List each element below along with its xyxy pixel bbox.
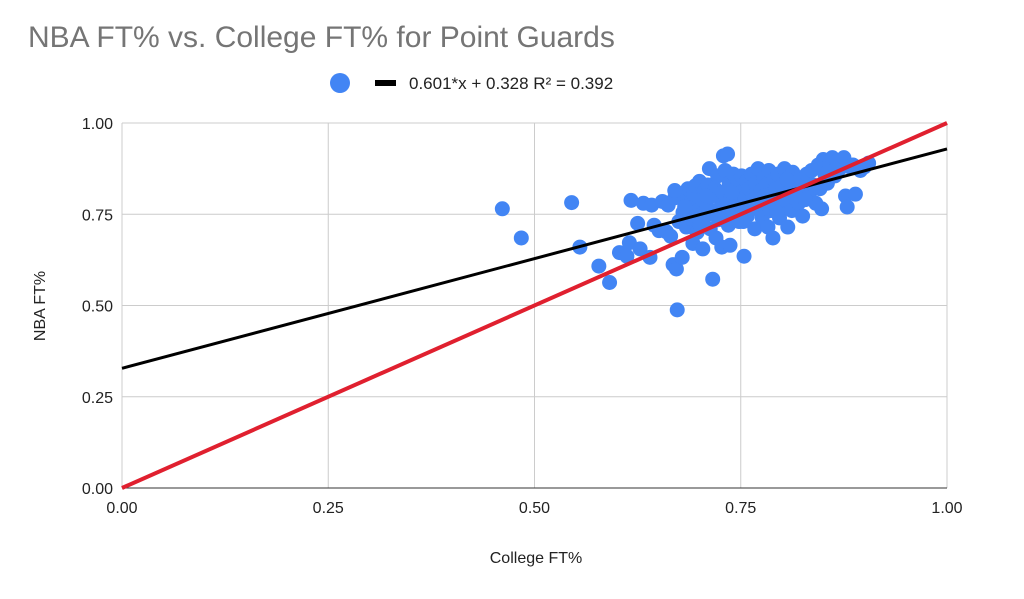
- data-point: [619, 248, 635, 264]
- x-tick-label: 0.25: [313, 500, 344, 517]
- y-tick-label: 0.00: [82, 481, 113, 498]
- data-point: [663, 228, 679, 244]
- data-point: [747, 221, 763, 237]
- y-tick-label: 0.25: [82, 390, 113, 407]
- data-point: [695, 241, 711, 257]
- data-point: [779, 172, 795, 188]
- data-point: [780, 219, 796, 235]
- legend-trendline-label: 0.601*x + 0.328 R² = 0.392: [409, 74, 613, 93]
- data-point: [720, 146, 736, 162]
- reference-line: [121, 121, 948, 490]
- data-point: [735, 214, 751, 230]
- y-axis-label: NBA FT%: [32, 271, 49, 341]
- data-point: [814, 201, 830, 217]
- x-tick-label: 0.50: [519, 500, 550, 517]
- y-tick-label: 0.75: [82, 207, 113, 224]
- data-point: [591, 258, 607, 274]
- data-point: [667, 183, 683, 199]
- x-axis-ticks: 0.00 0.25 0.50 0.75 1.00: [106, 500, 962, 517]
- data-point: [839, 199, 855, 215]
- data-point: [769, 204, 785, 220]
- data-point: [698, 188, 714, 204]
- data-point: [736, 248, 752, 264]
- data-point: [795, 208, 811, 224]
- x-tick-label: 1.00: [931, 500, 962, 517]
- legend-marker-points: [330, 73, 350, 93]
- data-point: [677, 199, 693, 215]
- data-point: [623, 192, 639, 208]
- x-axis-label: College FT%: [490, 550, 582, 567]
- data-point: [765, 230, 781, 246]
- data-point: [632, 241, 648, 257]
- x-tick-label: 0.75: [725, 500, 756, 517]
- data-point: [564, 195, 580, 211]
- y-tick-label: 0.50: [82, 299, 113, 316]
- data-point: [494, 201, 510, 217]
- legend: 0.601*x + 0.328 R² = 0.392: [330, 73, 613, 93]
- x-tick-label: 0.00: [106, 500, 137, 517]
- legend-marker-trendline: [375, 80, 396, 86]
- data-point: [724, 184, 740, 200]
- data-point: [669, 302, 685, 318]
- data-points: [494, 146, 877, 318]
- fit-lines: [121, 121, 948, 490]
- data-point: [602, 275, 618, 291]
- data-point: [705, 271, 721, 287]
- y-axis-ticks: 0.00 0.25 0.50 0.75 1.00: [82, 116, 113, 498]
- chart-title: NBA FT% vs. College FT% for Point Guards: [28, 21, 615, 54]
- data-point: [668, 261, 684, 277]
- data-point: [797, 192, 813, 208]
- data-point: [847, 186, 863, 202]
- data-point: [722, 237, 738, 253]
- data-point: [674, 249, 690, 265]
- data-point: [630, 215, 646, 231]
- data-point: [513, 230, 529, 246]
- y-tick-label: 1.00: [82, 116, 113, 133]
